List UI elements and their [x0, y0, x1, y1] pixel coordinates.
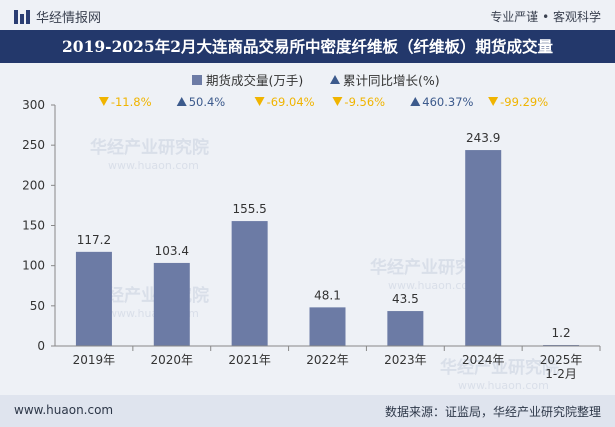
y-tick-label: 0	[37, 339, 45, 353]
growth-label: 50.4%	[189, 95, 226, 109]
growth-up-icon	[176, 97, 187, 106]
watermark-text: 华经产业研究院	[440, 357, 559, 378]
bar	[75, 251, 112, 346]
footer-website: www.huaon.com	[14, 403, 114, 417]
legend-bar-label: 期货成交量(万手)	[206, 73, 303, 88]
bar-value-label: 103.4	[155, 244, 189, 258]
bar	[153, 262, 190, 346]
growth-up-icon	[410, 97, 421, 106]
growth-label: -99.29%	[500, 95, 548, 109]
bar	[309, 307, 346, 346]
bar-chart: 华经产业研究院www.huaon.com华经产业研究院www.huaon.com…	[22, 73, 601, 392]
watermark-layer: 华经产业研究院www.huaon.com华经产业研究院www.huaon.com…	[90, 137, 559, 392]
bar-value-label: 1.2	[552, 326, 571, 340]
x-tick-label: 2022年	[306, 353, 349, 367]
logo-icon	[14, 9, 30, 24]
watermark-text: 华经产业研究院	[370, 257, 489, 278]
x-axis: 2019年 2020年 2021年 2022年 2023年 2024年 2025年 1-2月	[55, 345, 601, 381]
top-bar: 华经情报网 专业严谨 • 客观科学	[0, 0, 615, 30]
growth-down-icon	[98, 97, 109, 106]
legend: 期货成交量(万手) 累计同比增长(%)	[192, 73, 440, 88]
bar-value-label: 48.1	[314, 288, 341, 302]
y-tick-label: 150	[22, 219, 45, 233]
growth-labels: -11.8% 50.4% -69.04% -9.56% 460.37% -99.29%	[98, 95, 548, 109]
bar-value-label: 43.5	[392, 292, 419, 306]
legend-triangle-icon	[330, 75, 340, 84]
brand: 华经情报网	[14, 7, 101, 26]
y-axis: 0 50 100 150 200 250 300	[22, 98, 56, 353]
growth-label: -69.04%	[267, 95, 315, 109]
bar	[387, 311, 424, 346]
growth-down-icon	[254, 97, 265, 106]
footer-source: 数据来源：证监局，华经产业研究院整理	[384, 405, 601, 419]
y-tick-label: 300	[22, 98, 45, 112]
bar-value-label: 155.5	[232, 202, 266, 216]
growth-label: 460.37%	[422, 95, 473, 109]
x-tick-label: 2020年	[151, 353, 194, 367]
bar-value-label: 117.2	[77, 233, 111, 247]
watermark-url: www.huaon.com	[388, 279, 479, 292]
bar	[465, 150, 502, 346]
legend-bar-swatch	[192, 75, 202, 85]
watermark-url: www.huaon.com	[458, 379, 549, 392]
bars: 117.2 103.4 155.5 48.1 43.5 243.9 1.2	[75, 131, 580, 346]
watermark-text: 华经产业研究院	[90, 137, 209, 158]
chart-title: 2019-2025年2月大连商品交易所中密度纤维板（纤维板）期货成交量	[0, 30, 615, 63]
y-tick-label: 50	[30, 299, 45, 313]
growth-down-icon	[332, 97, 343, 106]
x-tick-label: 2021年	[228, 353, 271, 367]
bar	[231, 221, 268, 346]
growth-label: -9.56%	[344, 95, 385, 109]
legend-growth-label: 累计同比增长(%)	[343, 73, 440, 88]
watermark-url: www.huaon.com	[108, 159, 199, 172]
footer: www.huaon.com 数据来源：证监局，华经产业研究院整理	[0, 395, 615, 427]
growth-label: -11.8%	[111, 95, 152, 109]
y-tick-label: 250	[22, 138, 45, 152]
tagline: 专业严谨 • 客观科学	[490, 10, 601, 24]
x-tick-label: 2025年 1-2月	[540, 353, 583, 381]
bar-value-label: 243.9	[466, 131, 500, 145]
chart-area: 华经产业研究院 www.huaon.com 华经产业研究院 www.huaon.com…	[0, 63, 615, 395]
y-tick-label: 100	[22, 259, 45, 273]
x-tick-label: 2023年	[384, 353, 427, 367]
x-tick-label: 2019年	[73, 353, 116, 367]
growth-down-icon	[488, 97, 499, 106]
x-tick-label: 2024年	[462, 353, 505, 367]
y-tick-label: 200	[22, 178, 45, 192]
brand-name: 华经情报网	[36, 11, 102, 26]
